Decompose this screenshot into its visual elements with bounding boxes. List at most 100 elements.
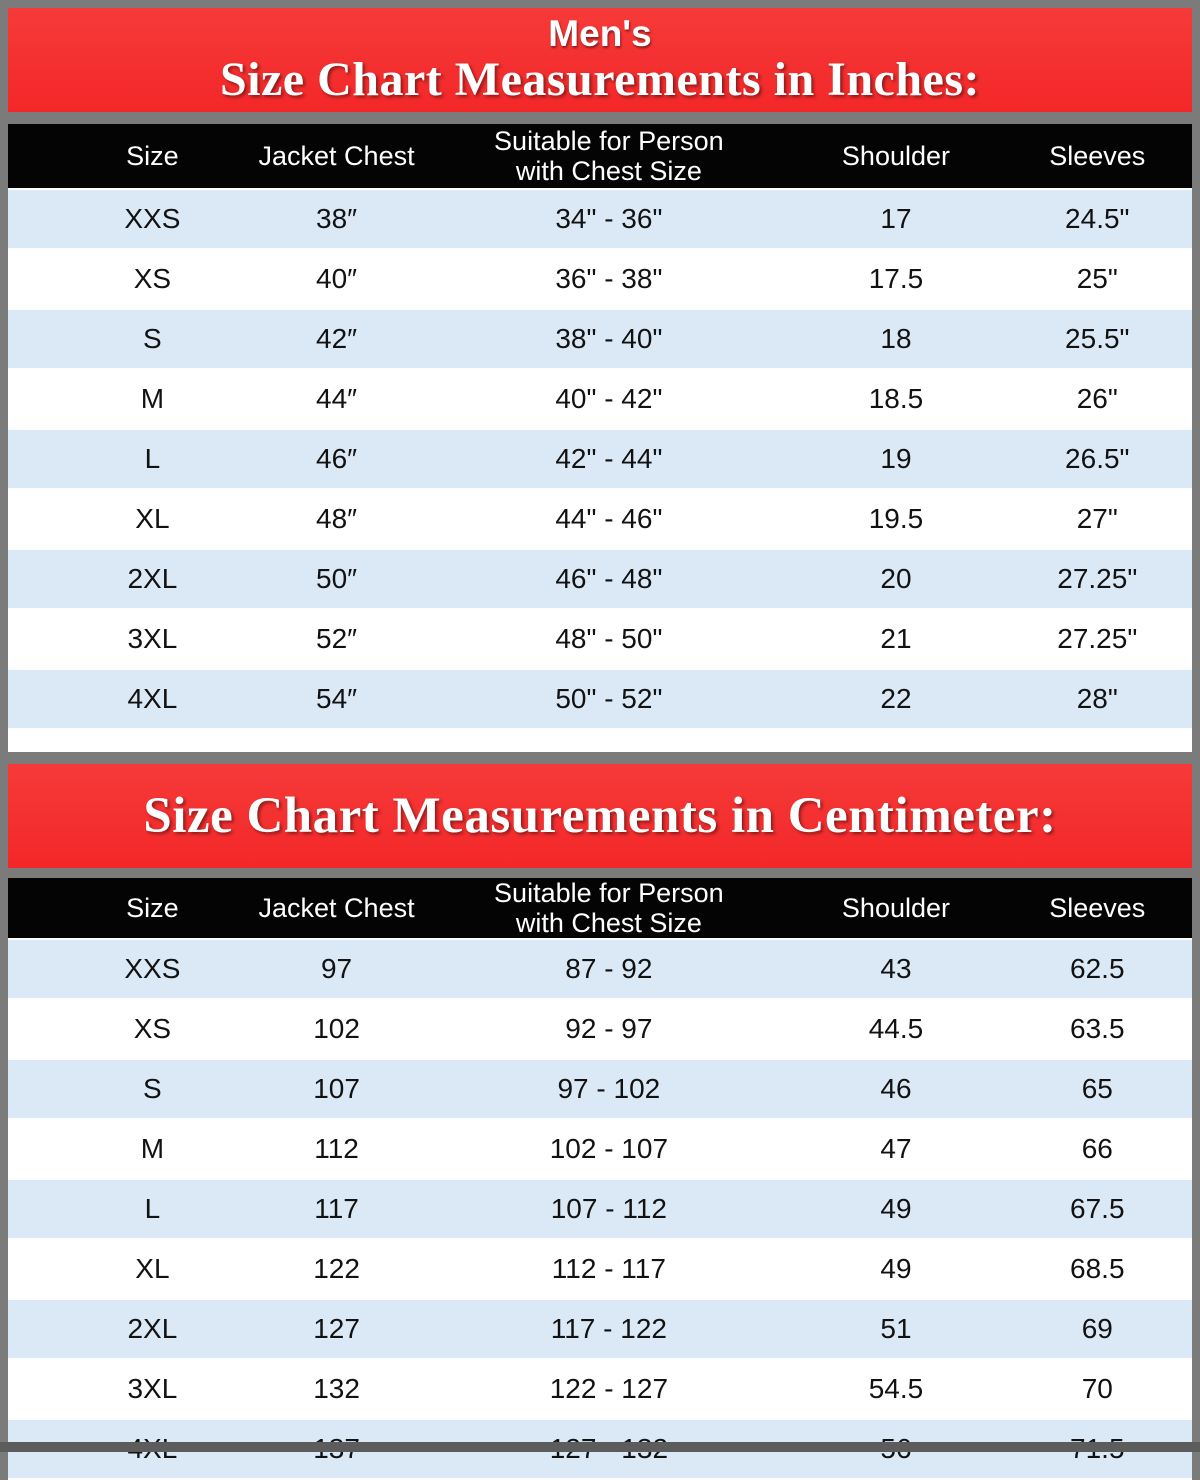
table-cell: 38" - 40": [428, 308, 790, 370]
table-cell: 70: [1002, 1359, 1192, 1419]
table-cell: 122 - 127: [428, 1359, 790, 1419]
table-cell: XS: [8, 999, 245, 1059]
table-cell: 127: [244, 1298, 429, 1360]
table-cell: 44" - 46": [428, 489, 790, 549]
table-cell: M: [8, 1119, 245, 1179]
table-cell: 44″: [244, 369, 429, 429]
table-cell: 49: [789, 1239, 1003, 1299]
table-cell: 112: [244, 1119, 429, 1179]
table-cell: L: [8, 1178, 245, 1240]
centimeter-table-body: XXS 97 87 - 92 43 62.5 XS 102 92 - 97 44.5 63.5 S 1…: [8, 938, 1192, 1480]
table-cell: 19.5: [789, 489, 1003, 549]
table-cell: 97 - 102: [428, 1058, 790, 1120]
table-row: 2XL 127 117 - 122 51 69: [8, 1298, 1192, 1360]
table-row: XXS 38″ 34" - 36" 17 24.5": [8, 188, 1192, 250]
table-cell: 46" - 48": [428, 548, 790, 610]
table-row: 3XL 52″ 48" - 50" 21 27.25": [8, 609, 1192, 669]
table-cell: 107 - 112: [428, 1178, 790, 1240]
table-row: XL 122 112 - 117 49 68.5: [8, 1239, 1192, 1299]
inches-banner-title: Size Chart Measurements in Inches:: [219, 53, 981, 106]
header-cell-suitable: Suitable for Person with Chest Size: [428, 124, 790, 190]
inches-size-table: Size Jacket Chest Suitable for Person wi…: [8, 124, 1192, 730]
table-cell: 21: [789, 609, 1003, 669]
table-row: S 42″ 38" - 40" 18 25.5": [8, 308, 1192, 370]
table-row: XS 40″ 36" - 38" 17.5 25": [8, 249, 1192, 309]
table-cell: 102: [244, 999, 429, 1059]
table-cell: 117 - 122: [428, 1298, 790, 1360]
table-cell: 54″: [244, 668, 429, 730]
table-cell: 65: [1002, 1058, 1192, 1120]
table-cell: 17: [789, 188, 1003, 250]
header-cell-size: Size: [8, 878, 245, 940]
table-cell: S: [8, 1058, 245, 1120]
chart-content: Men's Size Chart Measurements in Inches:…: [8, 8, 1192, 1480]
table-row: L 46″ 42" - 44" 19 26.5": [8, 428, 1192, 490]
table-cell: 68.5: [1002, 1239, 1192, 1299]
table-cell: 40″: [244, 249, 429, 309]
header-cell-jacket: Jacket Chest: [244, 878, 429, 940]
table-cell: 51: [789, 1298, 1003, 1360]
table-cell: S: [8, 308, 245, 370]
table-cell: 26.5": [1002, 428, 1192, 490]
header-cell-suitable: Suitable for Person with Chest Size: [428, 878, 790, 940]
table-cell: 34" - 36": [428, 188, 790, 250]
table-cell: 52″: [244, 609, 429, 669]
table-cell: 18.5: [789, 369, 1003, 429]
table-cell: 26": [1002, 369, 1192, 429]
table-cell: L: [8, 428, 245, 490]
table-cell: 92 - 97: [428, 999, 790, 1059]
centimeter-banner-title: Size Chart Measurements in Centimeter:: [143, 788, 1057, 844]
table-row: S 107 97 - 102 46 65: [8, 1058, 1192, 1120]
inches-table-header: Size Jacket Chest Suitable for Person wi…: [8, 124, 1192, 190]
table-cell: XS: [8, 249, 245, 309]
table-row: M 44″ 40" - 42" 18.5 26": [8, 369, 1192, 429]
table-cell: 67.5: [1002, 1178, 1192, 1240]
header-row: Size Jacket Chest Suitable for Person wi…: [8, 124, 1192, 190]
table-cell: XL: [8, 489, 245, 549]
table-cell: 24.5": [1002, 188, 1192, 250]
table-cell: 28": [1002, 668, 1192, 730]
inches-table-footer-strip: [8, 730, 1192, 752]
table-cell: 2XL: [8, 548, 245, 610]
table-cell: XXS: [8, 188, 245, 250]
table-cell: 22: [789, 668, 1003, 730]
table-cell: 27.25": [1002, 548, 1192, 610]
table-cell: 50" - 52": [428, 668, 790, 730]
table-cell: 25": [1002, 249, 1192, 309]
table-cell: 42" - 44": [428, 428, 790, 490]
table-cell: 69: [1002, 1298, 1192, 1360]
table-row: XS 102 92 - 97 44.5 63.5: [8, 999, 1192, 1059]
table-cell: 63.5: [1002, 999, 1192, 1059]
centimeter-banner: Size Chart Measurements in Centimeter:: [8, 764, 1192, 868]
table-cell: 43: [789, 938, 1003, 1000]
table-cell: XL: [8, 1239, 245, 1299]
table-row: M 112 102 - 107 47 66: [8, 1119, 1192, 1179]
table-cell: 97: [244, 938, 429, 1000]
inches-banner-pretitle: Men's: [548, 13, 652, 54]
table-cell: 66: [1002, 1119, 1192, 1179]
table-cell: 42″: [244, 308, 429, 370]
bottom-frame: [0, 1442, 1200, 1452]
table-row: XL 48″ 44" - 46" 19.5 27": [8, 489, 1192, 549]
header-cell-sleeves: Sleeves: [1002, 124, 1192, 190]
inches-banner: Men's Size Chart Measurements in Inches:: [8, 8, 1192, 112]
table-cell: 19: [789, 428, 1003, 490]
table-cell: 3XL: [8, 1359, 245, 1419]
table-cell: 3XL: [8, 609, 245, 669]
table-cell: 107: [244, 1058, 429, 1120]
header-cell-shoulder: Shoulder: [789, 878, 1003, 940]
table-row: 4XL 54″ 50" - 52" 22 28": [8, 668, 1192, 730]
table-row: 2XL 50″ 46" - 48" 20 27.25": [8, 548, 1192, 610]
table-cell: 2XL: [8, 1298, 245, 1360]
table-cell: 87 - 92: [428, 938, 790, 1000]
header-cell-sleeves: Sleeves: [1002, 878, 1192, 940]
table-cell: 27.25": [1002, 609, 1192, 669]
table-cell: 46: [789, 1058, 1003, 1120]
table-cell: 17.5: [789, 249, 1003, 309]
table-cell: 40" - 42": [428, 369, 790, 429]
table-cell: 54.5: [789, 1359, 1003, 1419]
header-cell-shoulder: Shoulder: [789, 124, 1003, 190]
table-cell: 49: [789, 1178, 1003, 1240]
table-cell: 112 - 117: [428, 1239, 790, 1299]
